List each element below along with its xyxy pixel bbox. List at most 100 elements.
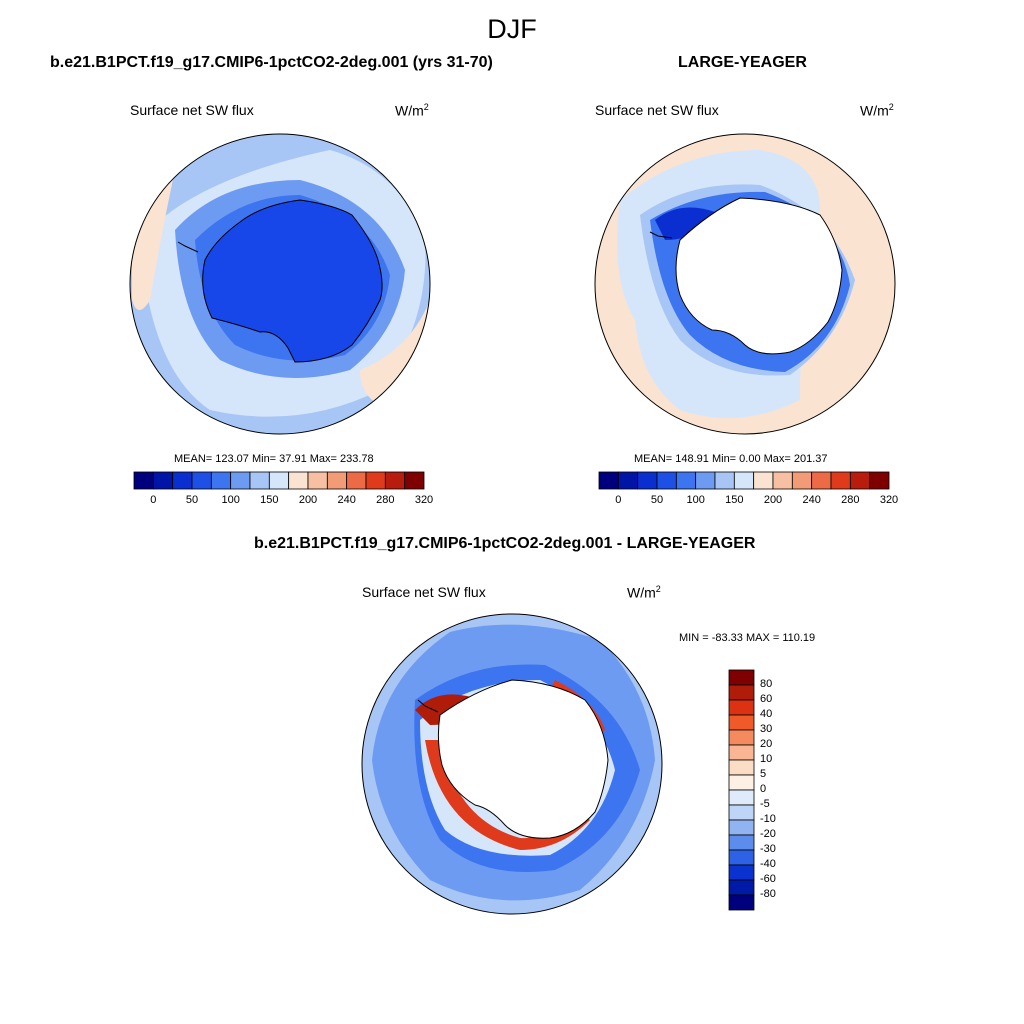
test-colorbar-swatch (152, 471, 174, 490)
test-colorbar-swatch (133, 471, 154, 490)
test-colorbar-tick-label: 280 (376, 494, 395, 506)
map3-peninsula (417, 699, 439, 713)
diff-stats: MIN = -83.33 MAX = 110.19 (679, 632, 816, 644)
test-colorbar-tick-label: 0 (150, 494, 157, 506)
ctrl-colorbar-tick-label: 0 (615, 494, 622, 506)
ctrl-stats: MEAN= 148.91 Min= 0.00 Max= 201.37 (634, 453, 828, 465)
test-colorbar-swatch (210, 471, 232, 490)
ctrl-case-title: LARGE-YEAGER (678, 54, 807, 71)
diff-colorbar-tick-label: -20 (760, 828, 776, 840)
test-colorbar-tick-label: 320 (414, 494, 434, 506)
ctrl-colorbar-swatch (811, 471, 832, 490)
diff-colorbar-tick-label: -30 (760, 843, 776, 855)
diff-colorbar-swatch (728, 864, 755, 881)
test-stats: MEAN= 123.07 Min= 37.91 Max= 233.78 (174, 453, 374, 465)
diff-variable-label: Surface net SW flux (362, 584, 486, 600)
ctrl-colorbar-swatch (772, 471, 793, 490)
test-colorbar-swatch (404, 471, 425, 490)
ctrl-colorbar-swatch (617, 471, 639, 490)
test-colorbar-swatch (191, 471, 212, 490)
ctrl-colorbar-swatch (791, 471, 813, 490)
map1-peninsula (177, 241, 199, 253)
map1-warm-patch-east (360, 300, 430, 410)
ctrl-colorbar-tick-label: 100 (686, 494, 705, 506)
map2-antarctica-land (675, 197, 843, 355)
ctrl-colorbar-swatch (598, 471, 619, 490)
diff-polar-map (362, 614, 662, 914)
ctrl-colorbar-tick-label: 240 (802, 494, 821, 506)
test-polar-map (130, 134, 430, 434)
diff-colorbar-swatch (728, 729, 755, 746)
diff-colorbar-swatch (728, 849, 755, 866)
diff-colorbar-swatch (728, 669, 755, 686)
test-colorbar-swatch (307, 471, 328, 490)
map3-red-band (425, 740, 590, 850)
map1-border (129, 133, 431, 435)
ctrl-units: W/m2 (860, 102, 894, 119)
diff-colorbar-tick-label: -10 (760, 813, 776, 825)
diff-colorbar-tick-label: 60 (760, 693, 773, 705)
diff-colorbar-swatch (728, 759, 755, 776)
ctrl-colorbar-swatch (849, 471, 871, 490)
ctrl-colorbar-tick-label: 320 (879, 494, 899, 506)
diff-units: W/m2 (627, 584, 661, 601)
diff-colorbar-swatch (728, 714, 755, 731)
ctrl-polar-map (595, 134, 895, 434)
diff-colorbar-swatch (728, 894, 755, 911)
diff-colorbar-tick-label: 20 (760, 738, 773, 750)
ctrl-colorbar-swatch (869, 471, 890, 490)
test-colorbar-swatch (249, 471, 270, 490)
test-case-title: b.e21.B1PCT.f19_g17.CMIP6-1pctCO2-2deg.0… (50, 54, 493, 71)
ctrl-variable-label: Surface net SW flux (595, 102, 719, 118)
diff-colorbar-tick-label: 5 (760, 768, 767, 780)
test-colorbar-tick-label: 200 (298, 494, 318, 506)
map3-border (361, 613, 663, 915)
map2-weddell-dark (655, 207, 715, 240)
test-colorbar-tick-label: 240 (337, 494, 356, 506)
diff-colorbar-tick-label: -80 (760, 888, 776, 900)
test-colorbar-swatch (384, 471, 406, 490)
test-colorbar-swatch (326, 471, 348, 490)
diff-colorbar-tick-label: 0 (760, 783, 767, 795)
test-colorbar-swatch (346, 471, 367, 490)
test-variable-label: Surface net SW flux (130, 102, 254, 118)
diff-colorbar-swatch (728, 834, 755, 851)
diff-colorbar-tick-label: -5 (760, 798, 770, 810)
diff-colorbar-swatch (728, 804, 755, 821)
test-colorbar-swatch (230, 471, 251, 490)
test-colorbar-swatch (288, 471, 309, 490)
test-units: W/m2 (395, 102, 429, 119)
test-colorbar-tick-label: 50 (185, 494, 199, 506)
diff-colorbar-swatch (728, 789, 755, 806)
test-colorbar-tick-label: 100 (221, 494, 240, 506)
map2-peninsula (649, 231, 673, 239)
ctrl-colorbar-tick-label: 280 (841, 494, 860, 506)
ctrl-colorbar-tick-label: 50 (650, 494, 664, 506)
diff-colorbar-tick-label: -60 (760, 873, 776, 885)
test-colorbar-swatch (365, 471, 386, 490)
diff-colorbar-swatch (728, 699, 755, 716)
ctrl-colorbar-tick-label: 200 (763, 494, 783, 506)
diff-colorbar-swatch (728, 744, 755, 761)
diff-colorbar-tick-label: 10 (760, 753, 773, 765)
ctrl-colorbar-swatch (637, 471, 658, 490)
map3-antarctica-land (437, 679, 609, 839)
diff-colorbar-tick-label: 40 (760, 708, 773, 720)
ctrl-colorbar-swatch (714, 471, 735, 490)
map1-warm-patch-west (132, 170, 175, 310)
diff-colorbar-tick-label: 30 (760, 723, 773, 735)
ctrl-colorbar-swatch (695, 471, 716, 490)
diff-case-title: b.e21.B1PCT.f19_g17.CMIP6-1pctCO2-2deg.0… (254, 535, 756, 552)
ctrl-colorbar-swatch (656, 471, 677, 490)
diff-colorbar-swatch (728, 819, 755, 836)
diff-colorbar-swatch (728, 879, 755, 896)
diff-colorbar-tick-label: 80 (760, 678, 773, 690)
diff-colorbar-tick-label: -40 (760, 858, 776, 870)
figure-title: DJF (487, 14, 537, 44)
ctrl-colorbar-swatch (733, 471, 755, 490)
map1-antarctica-ice (202, 199, 383, 363)
ctrl-colorbar-swatch (753, 471, 774, 490)
ctrl-colorbar-swatch (830, 471, 851, 490)
test-colorbar-tick-label: 150 (260, 494, 279, 506)
